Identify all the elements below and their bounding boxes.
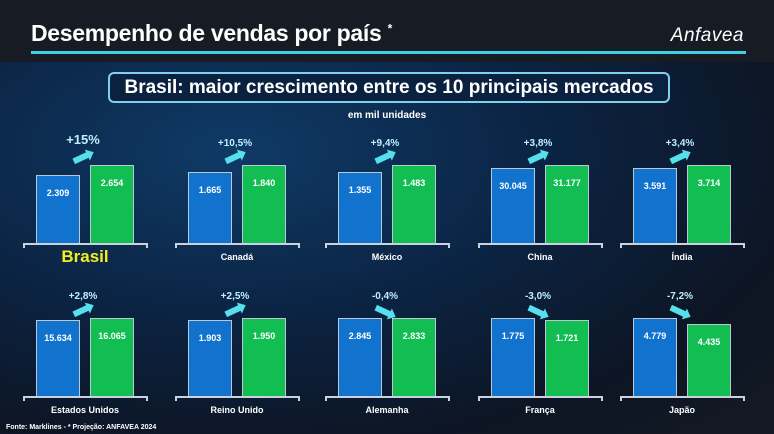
arrow-up-right-icon (374, 151, 392, 165)
bar-value-label: 16.065 (98, 331, 126, 341)
bar-value-label: 1.721 (555, 333, 579, 344)
country-label: México (371, 252, 403, 262)
bar-value-label: 1.775 (501, 331, 525, 341)
anfavea-logo: Anfavea (670, 25, 744, 46)
arrow-up-right-icon (72, 304, 90, 318)
bar-value-label: 2.309 (46, 188, 70, 199)
x-axis (620, 243, 745, 248)
country-label: Reino Unido (210, 405, 264, 415)
arrow-up-right-icon (224, 304, 242, 318)
x-axis (23, 243, 148, 248)
bar-projection (242, 165, 286, 243)
bar-previous (36, 175, 80, 243)
x-axis (325, 243, 450, 248)
bar-projection (392, 318, 436, 396)
bar-projection (687, 323, 731, 396)
bar-value-label: 2.654 (100, 178, 124, 188)
arrow-up-right-icon (72, 151, 90, 165)
bar-previous (633, 167, 677, 243)
country-label: China (527, 252, 553, 262)
change-label: +2,5% (220, 291, 250, 302)
change-label: +2,8% (68, 291, 98, 302)
change-label: +3,8% (523, 138, 553, 149)
arrow-up-right-icon (527, 151, 545, 165)
bar-projection (392, 165, 436, 243)
change-label: +15% (66, 132, 100, 147)
bar-value-label: 3.591 (643, 180, 667, 191)
bar-value-label: 1.950 (252, 331, 276, 341)
x-axis (620, 396, 745, 401)
change-label: -0,4% (371, 291, 399, 302)
bar-value-label: 2.845 (348, 331, 372, 341)
bar-value-label: 31.177 (553, 178, 581, 188)
page-title: Desempenho de vendas por país * (31, 20, 392, 47)
change-label: +9,4% (370, 138, 400, 149)
bar-value-label: 15.634 (44, 333, 72, 344)
title-text: Desempenho de vendas por país (31, 20, 382, 46)
change-label: -7,2% (666, 291, 694, 302)
bar-previous (338, 171, 382, 243)
arrow-down-right-icon (374, 304, 392, 318)
bar-previous (491, 318, 535, 396)
x-axis (175, 396, 300, 401)
bar-projection (687, 165, 731, 243)
bar-value-label: 30.045 (499, 180, 527, 191)
country-label: Japão (668, 405, 695, 415)
arrow-down-right-icon (527, 304, 545, 318)
bar-value-label: 1.665 (198, 185, 222, 196)
arrow-up-right-icon (224, 151, 242, 165)
bar-previous (188, 319, 232, 396)
title-footnote-mark: * (387, 21, 393, 36)
title-underline (31, 51, 746, 54)
bar-projection (90, 318, 134, 396)
bar-previous (188, 172, 232, 243)
bar-previous (491, 167, 535, 243)
x-axis (175, 243, 300, 248)
country-label: Índia (671, 252, 693, 262)
bar-previous (338, 318, 382, 396)
x-axis (478, 396, 603, 401)
x-axis (325, 396, 450, 401)
arrow-down-right-icon (669, 304, 687, 318)
bar-value-label: 2.833 (402, 331, 426, 342)
bar-previous (36, 320, 80, 396)
change-label: -3,0% (524, 291, 552, 302)
x-axis (478, 243, 603, 248)
bar-projection (545, 320, 589, 396)
country-label: Canadá (220, 252, 254, 262)
country-label: Brasil (61, 247, 109, 266)
change-label: +3,4% (665, 138, 695, 149)
bar-previous (633, 318, 677, 396)
arrow-up-right-icon (669, 151, 687, 165)
bar-value-label: 4.435 (697, 336, 721, 347)
x-axis (23, 396, 148, 401)
headline-banner: Brasil: maior crescimento entre os 10 pr… (108, 72, 670, 103)
bar-value-label: 1.840 (252, 178, 276, 188)
bar-value-label: 3.714 (697, 178, 721, 188)
bar-projection (242, 318, 286, 396)
bar-value-label: 1.903 (198, 332, 222, 343)
bar-value-label: 4.779 (643, 331, 667, 341)
country-label: Alemanha (365, 405, 409, 415)
header: Desempenho de vendas por país * Anfavea (0, 0, 774, 62)
unit-label: em mil unidades (347, 110, 427, 121)
country-label: Estados Unidos (50, 405, 119, 415)
bar-projection (90, 165, 134, 243)
bar-value-label: 1.483 (402, 178, 426, 188)
bar-projection (545, 165, 589, 243)
change-label: +10,5% (217, 138, 253, 149)
bar-value-label: 1.355 (348, 184, 372, 195)
footer-source: Fonte: Marklines - * Projeção: ANFAVEA 2… (6, 424, 157, 431)
country-label: França (525, 405, 555, 415)
